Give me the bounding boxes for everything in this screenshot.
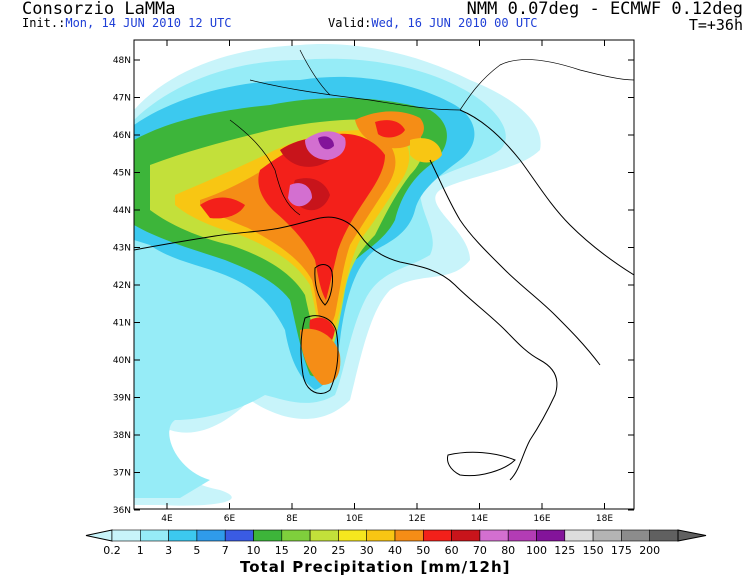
colorbar-label: 5 <box>193 544 200 557</box>
init-value: Mon, 14 JUN 2010 12 UTC <box>65 16 232 30</box>
border-at-si <box>459 59 634 111</box>
precip-band-50 <box>258 133 385 300</box>
coast-balkans <box>459 109 634 276</box>
lat-label: 41N <box>113 319 131 329</box>
title-left: Consorzio LaMMa <box>22 0 176 19</box>
lon-label: 4E <box>161 514 173 524</box>
precip-band-50b <box>200 197 245 219</box>
colorbar-label: 100 <box>526 544 547 557</box>
lon-label: 16E <box>533 514 550 524</box>
lat-label: 46N <box>113 131 131 141</box>
border-fr-it <box>229 119 301 216</box>
colorbar-swatch <box>338 529 367 542</box>
lon-label: 6E <box>224 514 236 524</box>
longitude-axis: 4E 6E 8E 10E 12E 14E 16E 18E <box>161 40 613 524</box>
colorbar-swatch <box>592 529 622 542</box>
lat-label: 39N <box>113 394 131 404</box>
precip-sardinia <box>300 328 341 385</box>
colorbar-title: Total Precipitation [mm/12h] <box>240 558 511 576</box>
colorbar-swatch <box>621 529 651 542</box>
colorbar-label: 20 <box>303 544 317 557</box>
colorbar-label: 10 <box>247 544 261 557</box>
lon-label: 12E <box>408 514 425 524</box>
coast-italy-west <box>319 216 558 481</box>
colorbar-label: 150 <box>583 544 604 557</box>
colorbar-label: 125 <box>554 544 575 557</box>
precip-band-100 <box>318 136 334 150</box>
lat-label: 38N <box>113 431 131 441</box>
valid-line: Valid:Wed, 16 JUN 2010 00 UTC <box>328 16 538 30</box>
colorbar-label: 30 <box>360 544 374 557</box>
colorbar-swatch <box>479 529 509 542</box>
colorbar-swatch <box>140 529 169 542</box>
lon-label: 10E <box>346 514 363 524</box>
colorbar-swatch <box>507 529 537 542</box>
latitude-axis: 48N 47N 46N 45N 44N 43N 42N 41N 40N 39N 38N 37N 36N <box>113 56 634 516</box>
colorbar-label: 40 <box>388 544 402 557</box>
lat-label: 48N <box>113 56 131 66</box>
lat-label: 45N <box>113 169 131 179</box>
colorbar-label: 60 <box>445 544 459 557</box>
precip-field <box>134 44 541 506</box>
colorbar-label: 50 <box>416 544 430 557</box>
colorbar-right-arrow <box>677 529 707 542</box>
coast-france-spain <box>134 217 321 251</box>
colorbar-label: 0.2 <box>103 544 121 557</box>
colorbar-label: 70 <box>473 544 487 557</box>
colorbar-swatch <box>253 529 283 542</box>
colorbar-label: 1 <box>137 544 144 557</box>
lat-label: 42N <box>113 281 131 291</box>
precip-band-70b <box>288 183 312 207</box>
colorbar-swatch <box>451 529 481 542</box>
colorbar: 0.2 1 3 5 7 10 15 20 25 30 40 50 60 70 80 100 125 150 175 2… <box>85 529 707 557</box>
coastlines <box>134 109 634 481</box>
lon-label: 18E <box>596 514 613 524</box>
lat-label: 44N <box>113 206 131 216</box>
colorbar-label: 175 <box>611 544 632 557</box>
lon-label: 14E <box>471 514 488 524</box>
corsica <box>314 264 333 306</box>
coast-italy-east <box>429 159 601 366</box>
colorbar-swatch <box>111 529 141 542</box>
colorbar-swatch <box>224 529 254 542</box>
colorbar-swatch <box>564 529 594 542</box>
lat-label: 36N <box>113 506 131 516</box>
colorbar-label: 25 <box>331 544 345 557</box>
colorbar-swatch <box>649 529 679 542</box>
title-right: NMM 0.07deg - ECMWF 0.12deg <box>466 0 743 19</box>
lead-time: T=+36h <box>688 16 743 34</box>
colorbar-label: 3 <box>165 544 172 557</box>
border-alps <box>249 79 461 111</box>
init-line: Init.:Mon, 14 JUN 2010 12 UTC <box>22 16 232 30</box>
lat-label: 37N <box>113 469 131 479</box>
valid-value: Wed, 16 JUN 2010 00 UTC <box>371 16 538 30</box>
colorbar-swatch <box>281 529 311 542</box>
sicily <box>447 451 516 477</box>
colorbar-swatch <box>366 529 396 542</box>
country-borders <box>229 49 634 216</box>
colorbar-swatch <box>536 529 566 542</box>
colorbar-label: 200 <box>639 544 660 557</box>
colorbar-swatch <box>422 529 452 542</box>
colorbar-swatch <box>394 529 424 542</box>
sardinia <box>300 315 339 394</box>
init-label: Init.: <box>22 16 66 30</box>
precip-cell-east2 <box>410 138 442 163</box>
map-frame <box>133 39 635 510</box>
border-de-ch <box>299 49 331 96</box>
lat-label: 47N <box>113 94 131 104</box>
valid-label: Valid: <box>328 16 372 30</box>
colorbar-swatch <box>196 529 226 542</box>
colorbar-swatch <box>168 529 198 542</box>
lat-label: 40N <box>113 356 131 366</box>
lon-label: 8E <box>286 514 298 524</box>
colorbar-left-arrow <box>85 529 113 542</box>
colorbar-label: 80 <box>501 544 515 557</box>
precip-cell-east-core <box>375 120 405 138</box>
colorbar-label: 7 <box>222 544 229 557</box>
lat-label: 43N <box>113 244 131 254</box>
colorbar-swatch <box>309 529 339 542</box>
colorbar-label: 15 <box>275 544 289 557</box>
